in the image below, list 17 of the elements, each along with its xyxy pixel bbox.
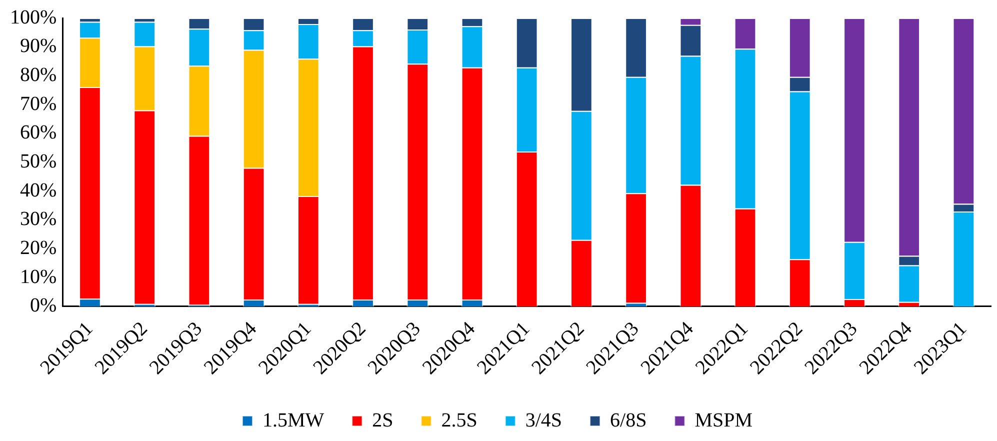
y-tick-label: 40% — [20, 179, 57, 202]
y-tick-label: 50% — [20, 150, 57, 172]
legend-label: 6/8S — [610, 409, 647, 432]
y-tick-label: 90% — [20, 35, 57, 58]
y-tick-label: 60% — [20, 122, 57, 144]
y-tick-label: 100% — [10, 6, 57, 28]
y-tick-label: 70% — [20, 92, 57, 115]
y-tick-label: 20% — [20, 237, 57, 260]
legend-label: 2S — [372, 409, 394, 432]
legend-label: MSPM — [694, 409, 753, 432]
legend-label: 1.5MW — [262, 409, 324, 432]
legend-label: 3/4S — [525, 409, 562, 432]
y-tick-label: 80% — [20, 64, 57, 86]
y-tick-label: 10% — [20, 266, 57, 288]
y-tick-label: 0% — [30, 294, 57, 317]
legend-label: 2.5S — [441, 409, 478, 432]
y-tick-label: 30% — [20, 208, 57, 230]
